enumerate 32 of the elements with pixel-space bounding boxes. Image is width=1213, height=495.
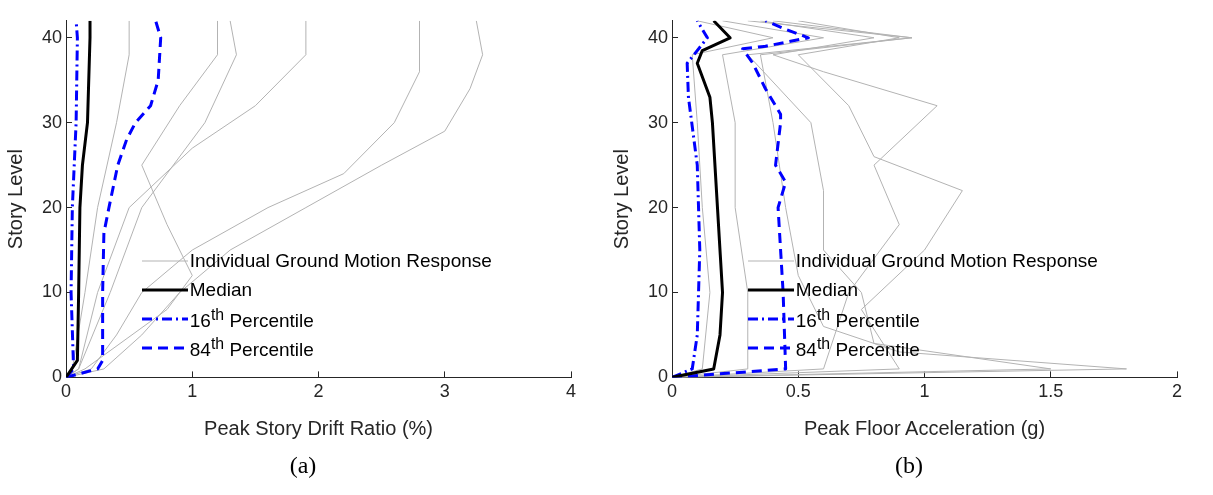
legend-label: Individual Ground Motion Response	[795, 249, 1098, 272]
legend-label: 16$^{th}$ Percentile	[795, 305, 920, 333]
legend-label: 84$^{th}$ Percentile	[189, 334, 314, 362]
text: (b)	[894, 452, 924, 479]
legend-label: Median	[795, 278, 859, 301]
y-tick-label: 30	[41, 111, 63, 132]
x-tick-label: 1	[187, 381, 198, 402]
x-axis-title: Peak Story Drift Ratio (%)	[204, 416, 433, 439]
x-tick-label: 1	[919, 381, 930, 402]
x-tick-label: 2	[313, 381, 324, 402]
x-tick-label: 0.5	[785, 381, 811, 402]
x-tick-label: 4	[565, 381, 577, 402]
y-tick-label: 30	[647, 111, 669, 132]
y-tick-label: 40	[41, 26, 63, 47]
y-axis-title: Story Level	[609, 149, 632, 250]
y-tick-label: 20	[647, 196, 669, 217]
y-axis-title: Story Level	[3, 149, 26, 250]
legend-label: 84$^{th}$ Percentile	[795, 334, 920, 362]
y-tick-label: 40	[647, 26, 669, 47]
y-tick-label: 0	[658, 366, 669, 387]
text: (a)	[288, 452, 318, 479]
y-tick-label: 10	[41, 281, 63, 302]
y-tick-label: 20	[41, 196, 63, 217]
legend-label: Individual Ground Motion Response	[189, 249, 492, 272]
x-axis-title: Peak Floor Acceleration (g)	[803, 416, 1046, 439]
legend-label: 16$^{th}$ Percentile	[189, 305, 314, 333]
x-tick-label: 1.5	[1038, 381, 1064, 402]
x-tick-label: 2	[1171, 381, 1183, 402]
legend-label: Median	[189, 278, 253, 301]
x-tick-label: 3	[439, 381, 450, 402]
y-tick-label: 0	[52, 366, 63, 387]
y-tick-label: 10	[647, 281, 669, 302]
